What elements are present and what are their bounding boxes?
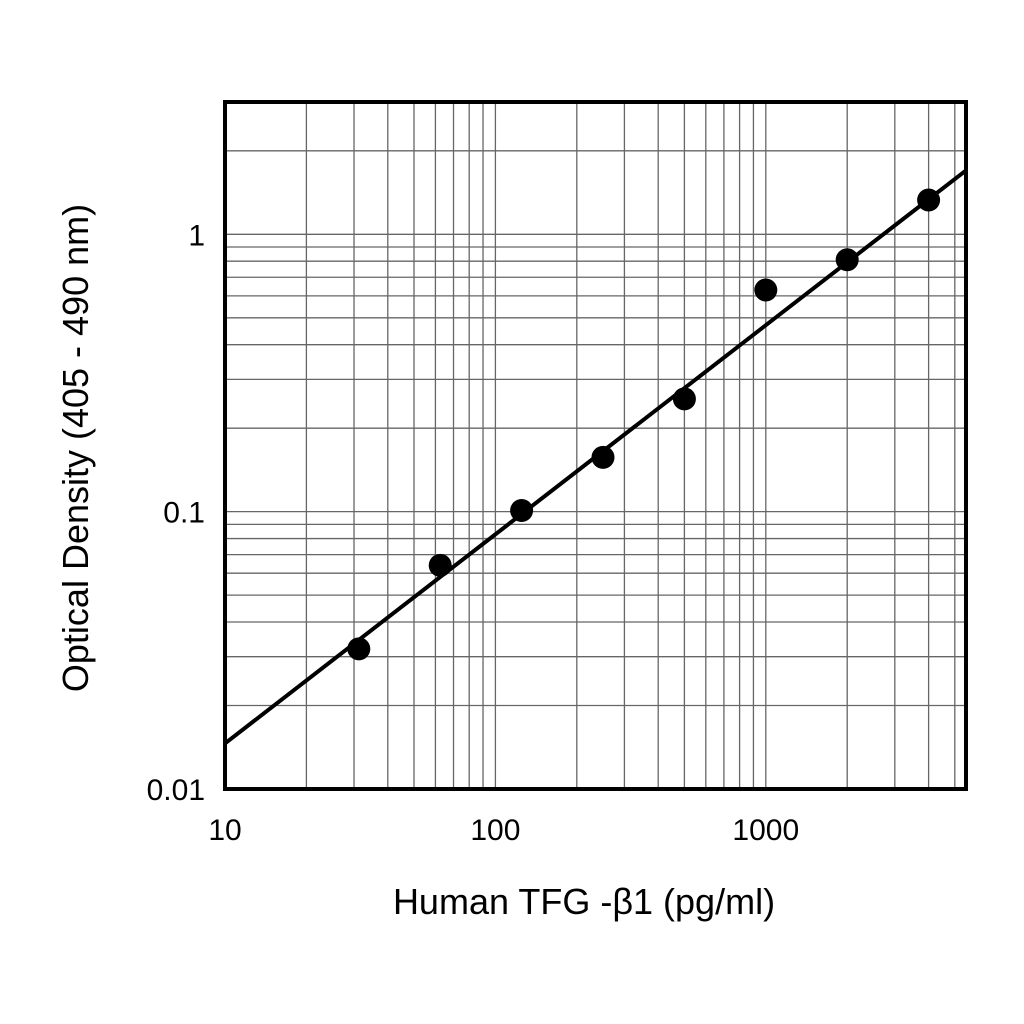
- plot-frame: [223, 100, 968, 791]
- data-point: [754, 278, 778, 302]
- data-point: [835, 248, 859, 272]
- tick-labels: 10 100 1000 0.01 0.1 1: [147, 219, 800, 847]
- y-axis-title: Optical Density (405 - 490 nm): [55, 204, 96, 692]
- data-point: [591, 445, 615, 469]
- data-points: [347, 188, 941, 661]
- x-tick-label: 1000: [732, 814, 799, 847]
- x-tick-label: 100: [470, 814, 520, 847]
- x-tick-label: 10: [208, 814, 241, 847]
- grid: [225, 102, 966, 789]
- y-tick-label: 1: [188, 219, 205, 252]
- data-point: [510, 498, 534, 522]
- data-point: [347, 637, 371, 661]
- data-point: [917, 188, 941, 212]
- y-tick-label: 0.01: [147, 774, 205, 807]
- data-point: [672, 387, 696, 411]
- x-axis-title: Human TFG -β1 (pg/ml): [393, 881, 775, 922]
- data-point: [428, 553, 452, 577]
- y-tick-label: 0.1: [163, 497, 205, 530]
